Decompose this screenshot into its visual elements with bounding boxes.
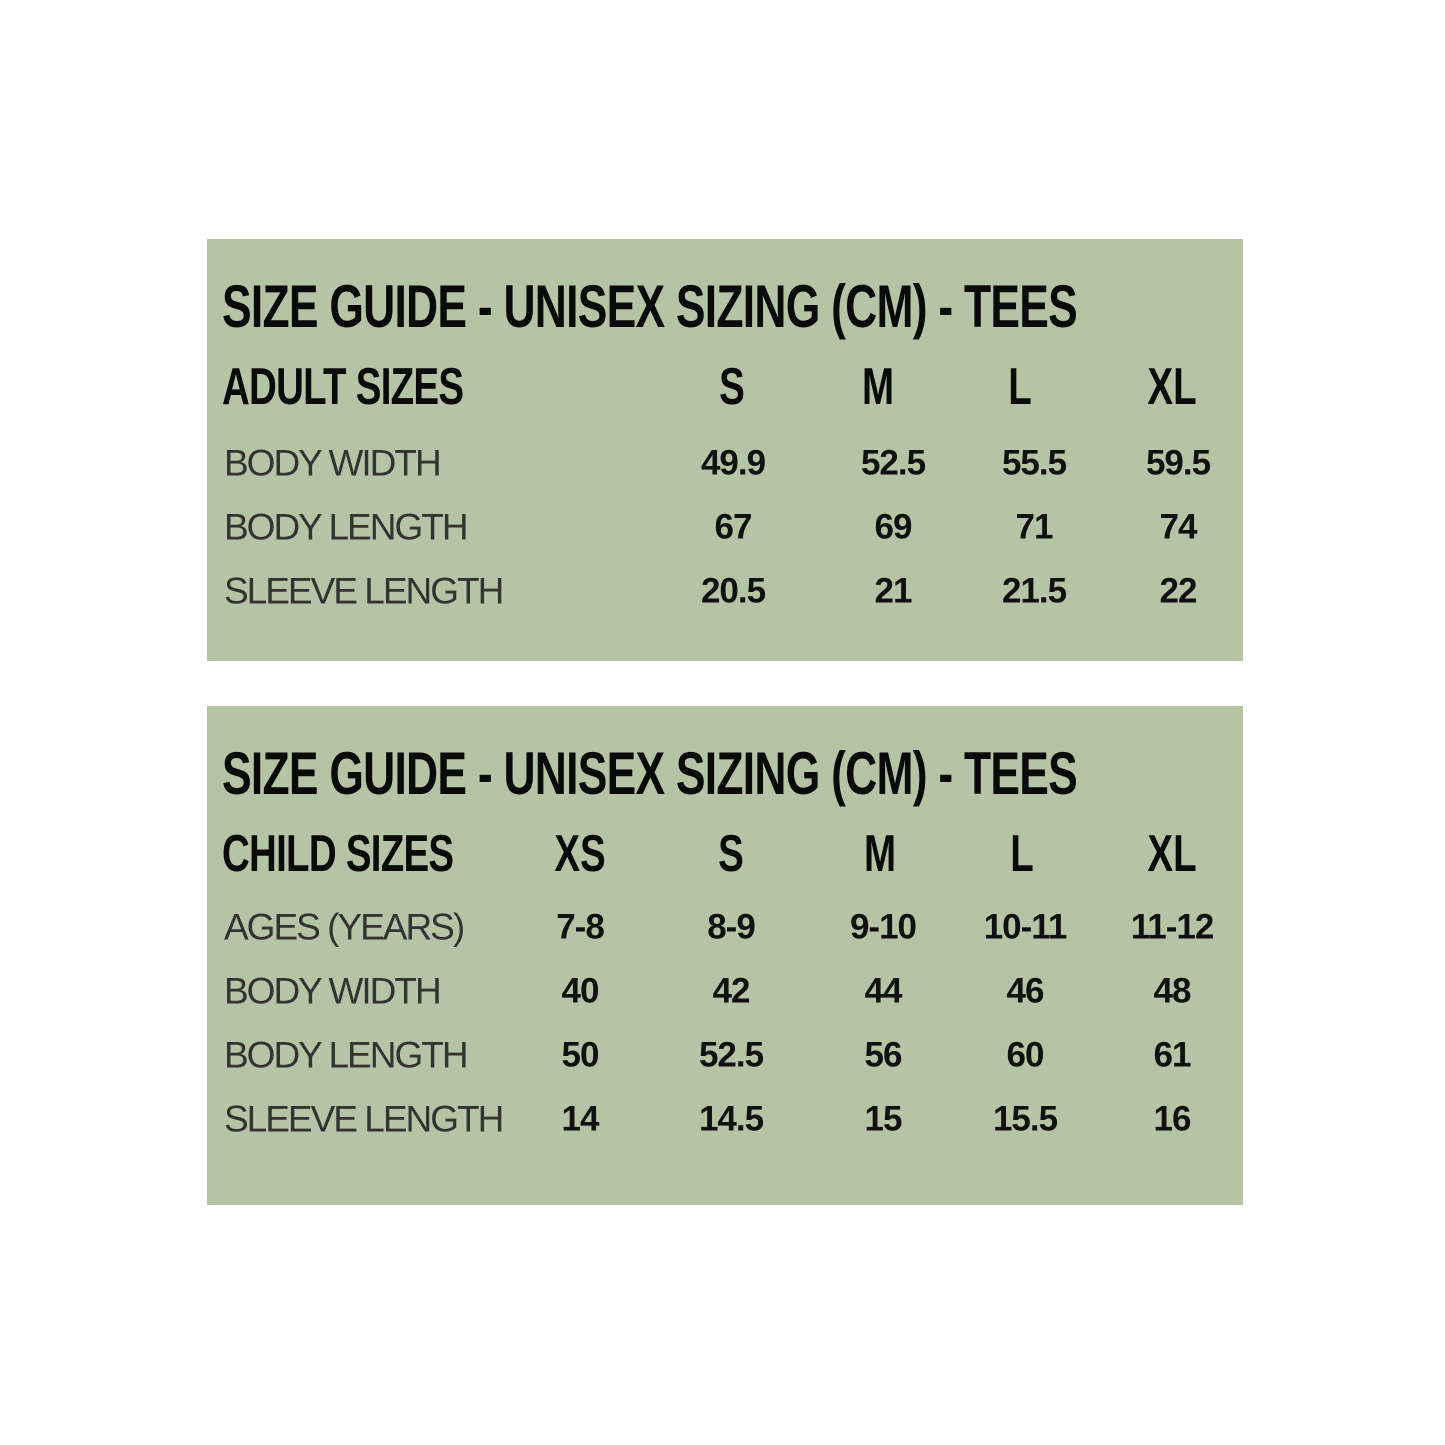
table-title: SIZE GUIDE - UNISEX SIZING (CM) - TEES	[222, 740, 1078, 807]
measurement-value: 14.5	[698, 1099, 764, 1139]
size-column-header: XS	[554, 825, 606, 883]
measurement-value: 48	[1153, 971, 1192, 1011]
table-title: SIZE GUIDE - UNISEX SIZING (CM) - TEES	[222, 273, 1078, 340]
row-label: AGES (YEARS)	[224, 906, 465, 948]
row-label: BODY LENGTH	[224, 1034, 469, 1076]
size-column-header: XL	[1147, 825, 1197, 883]
measurement-value: 50	[561, 1035, 600, 1075]
row-label: BODY WIDTH	[224, 970, 442, 1012]
measurement-value: 60	[1006, 1035, 1045, 1075]
measurement-value: 22	[1159, 571, 1198, 611]
measurement-value: 69	[874, 507, 913, 547]
measurement-value: 59.5	[1145, 443, 1211, 483]
measurement-value: 14	[561, 1099, 600, 1139]
measurement-value: 61	[1153, 1035, 1192, 1075]
measurement-value: 11-12	[1130, 907, 1215, 947]
measurement-value: 55.5	[1001, 443, 1067, 483]
measurement-value: 15	[864, 1099, 903, 1139]
group-label: CHILD SIZES	[222, 825, 454, 883]
measurement-value: 42	[712, 971, 751, 1011]
measurement-value: 52.5	[698, 1035, 764, 1075]
size-column-header: XL	[1147, 358, 1197, 416]
measurement-value: 74	[1159, 507, 1198, 547]
measurement-value: 10-11	[983, 907, 1068, 947]
size-column-header: S	[718, 825, 744, 883]
size-column-header: M	[863, 825, 897, 883]
group-label: ADULT SIZES	[222, 358, 464, 416]
measurement-value: 49.9	[700, 443, 766, 483]
child-size-table: SIZE GUIDE - UNISEX SIZING (CM) - TEES CH…	[207, 706, 1243, 1205]
size-column-header: L	[1010, 825, 1034, 883]
measurement-value: 67	[714, 507, 753, 547]
measurement-value: 9-10	[849, 907, 917, 947]
measurement-value: 71	[1015, 507, 1054, 547]
row-label: SLEEVE LENGTH	[224, 1098, 504, 1140]
size-column-header: M	[861, 358, 895, 416]
measurement-value: 21.5	[1001, 571, 1067, 611]
measurement-value: 46	[1006, 971, 1045, 1011]
size-column-header: L	[1008, 358, 1032, 416]
measurement-value: 15.5	[992, 1099, 1058, 1139]
measurement-value: 21	[874, 571, 913, 611]
measurement-value: 7-8	[556, 907, 605, 947]
size-column-header: S	[719, 358, 745, 416]
adult-size-table: SIZE GUIDE - UNISEX SIZING (CM) - TEES AD…	[207, 239, 1243, 661]
measurement-value: 16	[1153, 1099, 1192, 1139]
row-label: BODY WIDTH	[224, 442, 442, 484]
measurement-value: 52.5	[860, 443, 926, 483]
measurement-value: 44	[864, 971, 903, 1011]
row-label: BODY LENGTH	[224, 506, 469, 548]
measurement-value: 56	[864, 1035, 903, 1075]
row-label: SLEEVE LENGTH	[224, 570, 504, 612]
measurement-value: 20.5	[700, 571, 766, 611]
measurement-value: 40	[561, 971, 600, 1011]
measurement-value: 8-9	[707, 907, 756, 947]
